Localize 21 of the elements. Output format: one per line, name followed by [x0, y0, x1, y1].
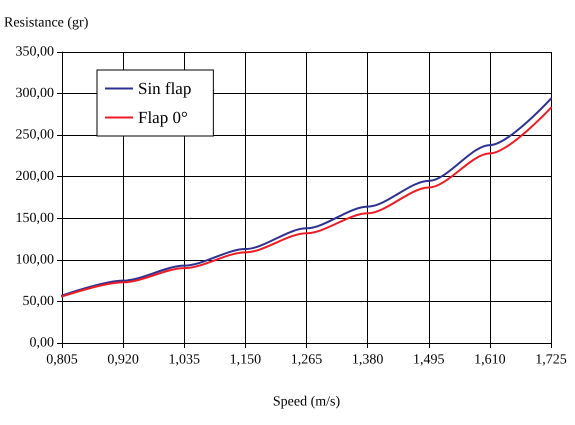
x-axis-title: Speed (m/s): [272, 394, 340, 410]
x-tick-label: 1,380: [352, 352, 384, 368]
y-tick-label: 150,00: [16, 210, 54, 226]
x-tick-label: 0,920: [107, 352, 139, 368]
x-tick-label: 1,150: [230, 352, 262, 368]
x-tick-label: 1,495: [413, 352, 444, 368]
y-tick-label: 200,00: [16, 169, 54, 184]
y-tick-label: 50,00: [22, 294, 54, 309]
y-axis-title: Resistance (gr): [4, 16, 89, 30]
y-tick-label: 0,00: [30, 336, 54, 350]
x-tick-label: 0,805: [46, 352, 78, 368]
x-tick-label: 1,610: [474, 352, 506, 368]
x-tick-label: 1,265: [290, 352, 322, 368]
y-tick-label: 300,00: [16, 86, 54, 102]
y-tick-label: 100,00: [16, 252, 54, 268]
x-tick-label: 1,035: [168, 352, 200, 368]
x-tick-label: 1,725: [535, 352, 567, 368]
legend-label: Flap 0°: [138, 108, 188, 127]
y-tick-label: 350,00: [16, 44, 54, 60]
y-tick-label: 250,00: [16, 128, 54, 143]
legend-label: Sin flap: [138, 79, 192, 98]
